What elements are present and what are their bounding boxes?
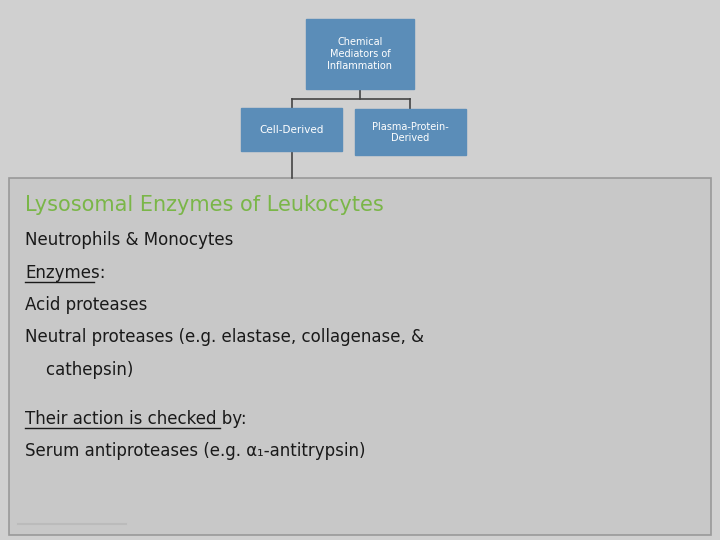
Text: cathepsin): cathepsin) bbox=[25, 361, 134, 379]
Text: Lysosomal Enzymes of Leukocytes: Lysosomal Enzymes of Leukocytes bbox=[25, 195, 384, 215]
FancyBboxPatch shape bbox=[354, 109, 467, 156]
Text: Neutrophils & Monocytes: Neutrophils & Monocytes bbox=[25, 231, 233, 249]
Text: Neutral proteases (e.g. elastase, collagenase, &: Neutral proteases (e.g. elastase, collag… bbox=[25, 328, 424, 347]
Text: Their action is checked by:: Their action is checked by: bbox=[25, 409, 247, 428]
Text: Serum antiproteases (e.g. α₁-antitrypsin): Serum antiproteases (e.g. α₁-antitrypsin… bbox=[25, 442, 366, 460]
Text: Plasma-Protein-
Derived: Plasma-Protein- Derived bbox=[372, 122, 449, 143]
Text: Enzymes:: Enzymes: bbox=[25, 264, 106, 282]
Text: Acid proteases: Acid proteases bbox=[25, 296, 148, 314]
Text: Cell-Derived: Cell-Derived bbox=[259, 125, 324, 134]
FancyBboxPatch shape bbox=[241, 108, 342, 151]
FancyBboxPatch shape bbox=[306, 19, 414, 89]
FancyBboxPatch shape bbox=[9, 178, 711, 535]
Text: Chemical
Mediators of
Inflammation: Chemical Mediators of Inflammation bbox=[328, 37, 392, 71]
